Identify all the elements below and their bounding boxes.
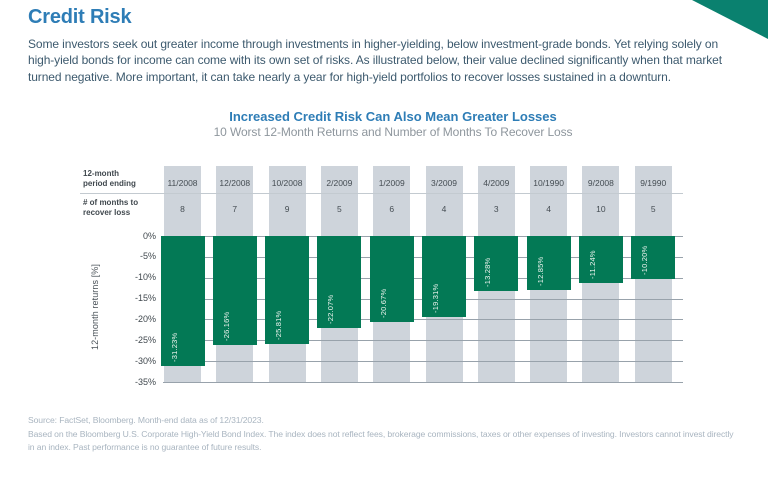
y-tick-label: 0% (142, 230, 156, 241)
months-to-recover-cell: 10 (596, 204, 606, 214)
bar-value-label: -22.07% (326, 294, 336, 325)
table-separator-line (80, 193, 683, 194)
y-tick-label: -35% (134, 376, 156, 387)
bar: -12.85% (526, 236, 571, 290)
gridline (163, 319, 683, 321)
page-title: Credit Risk (28, 6, 132, 28)
bar: -22.07% (317, 236, 362, 329)
period-ending-cell: 2/2009 (326, 178, 353, 188)
bar-value-label: -26.16% (221, 311, 231, 342)
period-ending-cell: 11/2008 (167, 178, 198, 188)
period-ending-cell: 4/2009 (483, 178, 510, 188)
disclaimer-note: Based on the Bloomberg U.S. Corporate Hi… (28, 428, 734, 453)
row-label-period-ending: 12-month period ending (83, 169, 136, 188)
bar-value-label: -11.24% (587, 250, 597, 279)
bar: -20.67% (369, 236, 414, 323)
bar-value-label: -19.31% (431, 283, 440, 313)
bar: -31.23% (160, 236, 205, 367)
y-tick-label: -30% (134, 355, 156, 366)
period-ending-cell: 9/2008 (587, 178, 614, 188)
bar-value-label: -12.85% (535, 256, 545, 286)
bar-value-label: -20.67% (378, 288, 388, 319)
months-to-recover-cell: 5 (337, 204, 342, 214)
gridline (163, 361, 683, 363)
bar: -13.28% (474, 236, 519, 292)
period-ending-cell: 3/2009 (431, 178, 457, 188)
months-to-recover-cell: 9 (284, 204, 290, 214)
bar-value-label: -25.81% (274, 310, 284, 340)
y-tick-label: -5% (139, 251, 156, 262)
months-to-recover-cell: 8 (180, 204, 185, 214)
months-to-recover-cell: 6 (389, 204, 395, 214)
source-note: Source: FactSet, Bloomberg. Month-end da… (28, 415, 264, 425)
months-to-recover-cell: 3 (493, 204, 499, 214)
period-ending-cell: 9/1990 (640, 178, 667, 188)
months-to-recover-cell: 4 (441, 204, 447, 214)
y-tick-label: -10% (134, 272, 156, 283)
y-axis-label: 12-month returns [%] (90, 263, 100, 351)
bar-value-label: -13.28% (483, 258, 493, 288)
intro-paragraph: Some investors seek out greater income t… (28, 37, 722, 84)
y-tick-label: -25% (134, 334, 156, 345)
gridline (163, 340, 683, 342)
months-to-recover-cell: 7 (232, 204, 238, 214)
y-tick-label: -20% (134, 313, 156, 324)
bar-value-label: -10.20% (640, 245, 650, 275)
row-label-months-to-recover: # of months to recover loss (83, 198, 139, 217)
bar-value-label: -31.23% (169, 332, 179, 363)
bar: -11.24% (578, 236, 623, 283)
y-tick-label: -15% (134, 293, 156, 304)
months-to-recover-cell: 4 (546, 204, 551, 214)
bar: -25.81% (265, 236, 310, 344)
bar: -10.20% (631, 236, 676, 279)
gridline (163, 382, 683, 383)
bar: -19.31% (422, 236, 466, 317)
chart-title: Increased Credit Risk Can Also Mean Grea… (229, 109, 557, 124)
period-ending-cell: 1/2009 (378, 178, 405, 188)
footnotes: Source: FactSet, Bloomberg. Month-end da… (28, 414, 742, 455)
bar: -26.16% (212, 236, 257, 346)
period-ending-cell: 10/2008 (271, 178, 303, 188)
chart-subtitle: 10 Worst 12-Month Returns and Number of … (213, 125, 573, 139)
months-to-recover-cell: 5 (650, 204, 656, 214)
period-ending-cell: 10/1990 (533, 178, 564, 188)
period-ending-cell: 12/2008 (219, 178, 251, 188)
